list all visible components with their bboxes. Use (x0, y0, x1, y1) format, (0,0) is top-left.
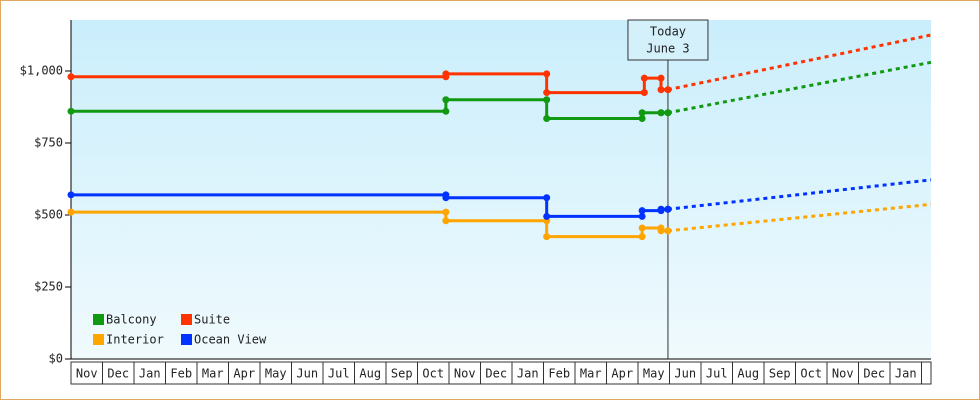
x-tick-label: Jul (706, 367, 728, 381)
point (638, 115, 646, 123)
point (638, 212, 646, 220)
today-box (627, 19, 709, 61)
point (664, 86, 672, 94)
point (67, 208, 75, 216)
x-tick-label: May (643, 367, 665, 381)
point (442, 96, 450, 104)
point (442, 70, 450, 78)
point (638, 207, 646, 215)
x-tick-label: Nov (454, 367, 476, 381)
y-tick-label: $750 (34, 135, 63, 149)
point (543, 96, 551, 104)
x-tick-label: Jun (674, 367, 696, 381)
x-tick-label: Jan (895, 367, 917, 381)
legend-swatch (93, 314, 104, 325)
legend-label: Interior (106, 333, 164, 347)
point (543, 115, 551, 123)
y-tick-label: $500 (34, 207, 63, 221)
point (442, 217, 450, 225)
x-tick-label: Oct (800, 367, 822, 381)
point (664, 205, 672, 213)
y-tick-label: $1,000 (20, 63, 63, 77)
point (67, 191, 75, 199)
x-tick-label: Feb (548, 367, 570, 381)
point (638, 109, 646, 117)
point (664, 227, 672, 235)
x-tick-label: Mar (202, 367, 224, 381)
x-tick-label: Jul (328, 367, 350, 381)
x-tick-label: Dec (107, 367, 129, 381)
point (657, 109, 665, 117)
point (657, 86, 665, 94)
point (640, 74, 648, 82)
legend-swatch (181, 334, 192, 345)
legend-label: Suite (194, 313, 230, 327)
point (638, 233, 646, 241)
x-tick-label: Nov (76, 367, 98, 381)
x-tick-label: Jan (139, 367, 161, 381)
x-tick-label: Nov (832, 367, 854, 381)
x-tick-label: Mar (580, 367, 602, 381)
x-tick-label: Feb (170, 367, 192, 381)
y-tick-label: $250 (34, 279, 63, 293)
legend-swatch (181, 314, 192, 325)
x-tick-label: Jun (296, 367, 318, 381)
point (640, 89, 648, 97)
point (638, 224, 646, 232)
today-label: Today (650, 25, 686, 39)
legend-swatch (93, 334, 104, 345)
point (657, 227, 665, 235)
today-label: June 3 (646, 42, 689, 56)
point (657, 74, 665, 82)
x-tick-label: Dec (485, 367, 507, 381)
x-tick-label: Apr (233, 367, 255, 381)
y-tick-label: $0 (49, 352, 63, 366)
point (543, 194, 551, 202)
point (664, 109, 672, 117)
x-tick-label: May (265, 367, 287, 381)
legend-label: Ocean View (194, 333, 267, 347)
point (67, 73, 75, 81)
x-tick-label: Sep (391, 367, 413, 381)
x-tick-label: Aug (359, 367, 381, 381)
x-tick-label: Dec (863, 367, 885, 381)
point (67, 107, 75, 115)
x-tick-label: Aug (737, 367, 759, 381)
x-tick-label: Sep (769, 367, 791, 381)
point (543, 233, 551, 241)
legend-label: Balcony (106, 313, 157, 327)
x-tick-label: Jan (517, 367, 539, 381)
point (543, 212, 551, 220)
point (543, 70, 551, 78)
point (442, 107, 450, 115)
point (442, 208, 450, 216)
point (543, 89, 551, 97)
x-tick-label: Apr (611, 367, 633, 381)
point (657, 205, 665, 213)
plot-area (71, 20, 931, 359)
x-tick-label: Oct (422, 367, 444, 381)
point (442, 194, 450, 202)
month-cell (921, 361, 932, 385)
